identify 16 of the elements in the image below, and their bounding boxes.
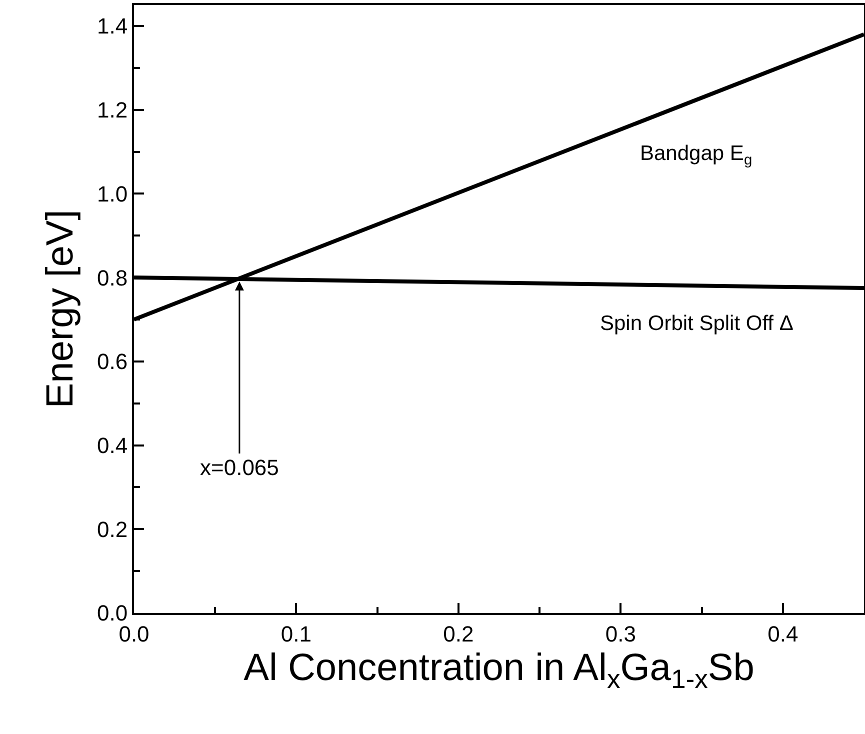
y-tick-label: 0.4 xyxy=(97,432,128,458)
y-tick-label: 1.0 xyxy=(97,181,128,206)
y-axis-title: Energy [eV] xyxy=(40,210,82,408)
series-label: Spin Orbit Split Off Δ xyxy=(600,312,794,335)
x-tick-label: 0.3 xyxy=(605,621,636,646)
y-tick-label: 0.8 xyxy=(97,265,128,290)
x-tick-label: 0.2 xyxy=(443,621,474,646)
series-label: Bandgap E$_{g}$ xyxy=(640,142,752,168)
x-tick-label: 0.4 xyxy=(768,621,798,646)
y-tick-label: 1.2 xyxy=(97,98,128,123)
y-tick-label: 0.2 xyxy=(97,516,128,542)
x-axis-title: Al Concentration in Al$_{x}$Ga$_{1-x}$Sb xyxy=(244,647,754,694)
y-tick-label: 1.4 xyxy=(97,14,128,39)
x-tick-label: 0.1 xyxy=(280,621,312,646)
y-tick-label: 0.6 xyxy=(97,349,128,374)
annotation: x=0.065 xyxy=(200,455,279,480)
